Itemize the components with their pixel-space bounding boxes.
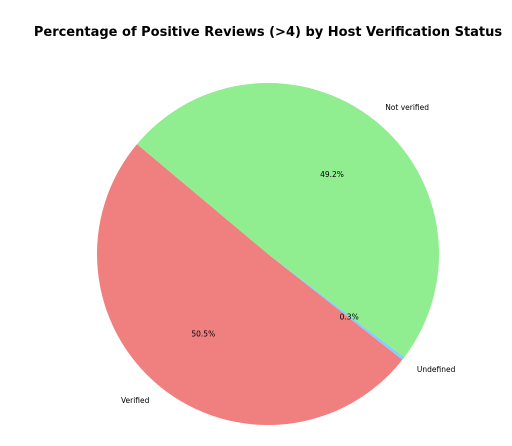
chart-title: Percentage of Positive Reviews (>4) by H…	[34, 25, 503, 40]
slice-label-not-verified: Not verified	[385, 103, 429, 112]
percent-label-undefined: 0.3%	[340, 313, 359, 322]
pie-slice-verified	[96, 144, 403, 426]
slice-label-verified: Verified	[121, 396, 150, 405]
pie-slice-not-verified	[137, 82, 440, 358]
pie-slice-undefined	[268, 254, 405, 360]
percent-label-verified: 50.5%	[191, 330, 215, 339]
slice-label-undefined: Undefined	[417, 365, 456, 374]
percent-label-not-verified: 49.2%	[320, 170, 344, 179]
pie-slices	[96, 82, 440, 426]
pie-labels: Verified 50.5% Undefined 0.3% Not verified 49…	[121, 103, 456, 405]
